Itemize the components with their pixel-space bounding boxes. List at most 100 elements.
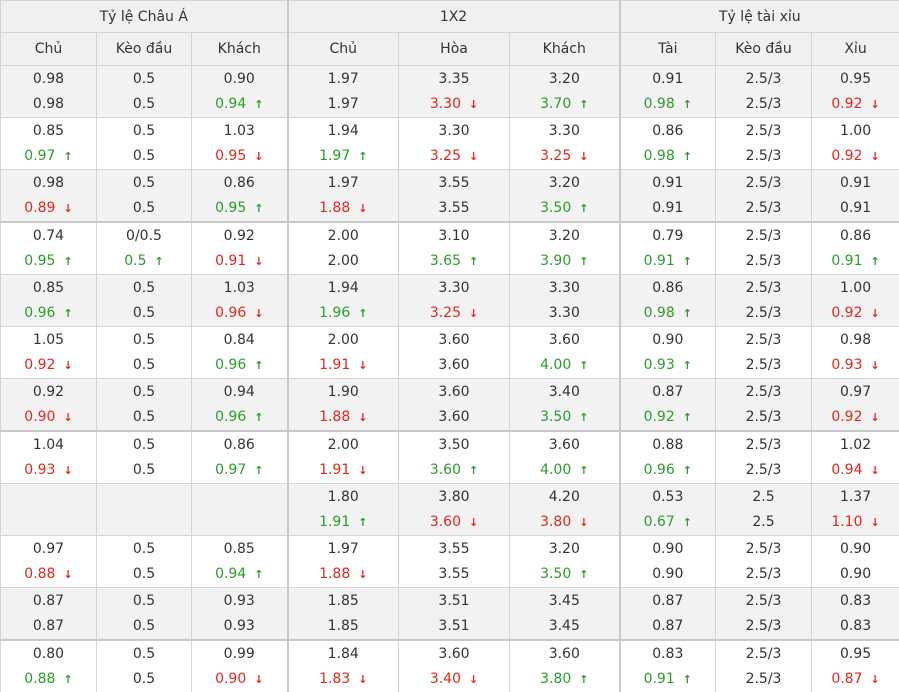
arrow-down-icon: ↓ (871, 151, 880, 162)
odds-value-text: 1.97 (319, 144, 350, 169)
odds-value-text: 0.5 (133, 353, 155, 378)
odds-value-text: 3.70 (540, 92, 571, 117)
arrow-down-icon: ↓ (358, 360, 367, 371)
odds-value-bottom: 0.97↑ (215, 458, 263, 483)
odds-value-bottom: 0.98 (33, 92, 64, 117)
odds-value-bottom: 0.5↑ (124, 249, 163, 274)
col-header-over: Tài (620, 33, 716, 66)
odds-value-top: 3.50 (438, 433, 469, 458)
odds-value-text: 2.00 (328, 249, 359, 274)
arrow-down-icon: ↓ (358, 569, 367, 580)
odds-value-top: 0.98 (33, 67, 64, 92)
odds-value-top: 0.87 (33, 589, 64, 614)
odds-value-text: 2.5/3 (746, 458, 782, 483)
arrow-up-icon: ↑ (254, 99, 263, 110)
odds-value-text: 0.96 (215, 353, 246, 378)
odds-value-bottom: 0.98↑ (644, 144, 692, 169)
odds-value-bottom: 1.97 ↑ (319, 144, 367, 169)
odds-value-bottom: 0.92↓ (831, 301, 879, 326)
odds-value-bottom: 2.5/3 (746, 301, 782, 326)
odds-value-bottom: 0.95↓ (215, 144, 263, 169)
odds-value-top: 0.5 (133, 380, 155, 405)
odds-value-bottom: 2.00 (328, 249, 359, 274)
odds-value-text: 0.93 (644, 353, 675, 378)
odds-value-text: 1.88 (319, 405, 350, 430)
odds-value-text: 1.91 (319, 510, 350, 535)
odds-value-text: 1.10 (831, 510, 862, 535)
odds-value-top: 3.35 (438, 67, 469, 92)
odds-value-text: 2.5/3 (746, 614, 782, 639)
odds-value-text: 0.98 (644, 92, 675, 117)
odds-value-text: 0.5 (133, 614, 155, 639)
arrow-up-icon: ↑ (683, 360, 692, 371)
odds-value-text: 0.95 (215, 144, 246, 169)
odds-value-text: 0.96 (215, 405, 246, 430)
odds-value-bottom: 3.65↑ (430, 249, 478, 274)
odds-value-bottom: 0.91↑ (644, 667, 692, 692)
odds-value-top: 2.00 (328, 328, 359, 353)
arrow-down-icon: ↓ (469, 674, 478, 685)
odds-value-text: 3.60 (430, 510, 461, 535)
odds-value-top: 3.20 (549, 537, 580, 562)
odds-value-text: 3.80 (540, 667, 571, 692)
odds-value-text: 0.92 (831, 92, 862, 117)
odds-value-bottom: 1.91↓ (319, 353, 367, 378)
arrow-down-icon: ↓ (871, 412, 880, 423)
odds-value-text: 0.94 (831, 458, 862, 483)
odds-value-text: 2.5/3 (746, 249, 782, 274)
odds-value-top: 1.84 (328, 642, 359, 667)
arrow-up-icon: ↑ (254, 203, 263, 214)
odds-value-top: 0.98 (840, 328, 871, 353)
odds-value-top: 1.00 (840, 119, 871, 144)
odds-value-top: 3.40 (549, 380, 580, 405)
odds-value-text: 3.30 (430, 92, 461, 117)
odds-value-text: 0.93 (831, 353, 862, 378)
odds-value-top: 0.97 (840, 380, 871, 405)
odds-value-bottom: 3.45 (549, 614, 580, 639)
group-header-1x2: 1X2 (288, 1, 620, 33)
odds-value-text: 0.94 (215, 92, 246, 117)
arrow-up-icon: ↑ (683, 99, 692, 110)
odds-cell (1, 484, 97, 536)
arrow-up-icon: ↑ (683, 308, 692, 319)
odds-value-bottom: 0.91 (652, 196, 683, 221)
odds-value-bottom: 3.60↑ (430, 458, 478, 483)
odds-value-text: 2.5/3 (746, 667, 782, 692)
col-header-draw: Hòa (399, 33, 510, 66)
odds-value-text: 0.95 (24, 249, 55, 274)
odds-value-top: 2.5/3 (746, 119, 782, 144)
odds-value-text: 1.88 (319, 196, 350, 221)
arrow-up-icon: ↑ (683, 151, 692, 162)
odds-value-bottom: 0.91↑ (644, 249, 692, 274)
odds-value-bottom: 3.50↑ (540, 196, 588, 221)
arrow-up-icon: ↑ (358, 151, 367, 162)
odds-value-text: 2.5/3 (746, 92, 782, 117)
odds-value-text: 1.88 (319, 562, 350, 587)
odds-value-bottom: 0.88↑ (24, 667, 72, 692)
odds-value-text: 2.5/3 (746, 301, 782, 326)
